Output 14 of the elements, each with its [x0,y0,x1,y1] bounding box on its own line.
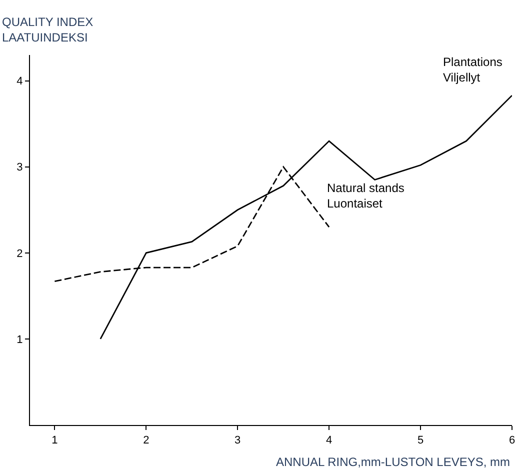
y-tick-label: 4 [16,76,23,88]
series-label: Natural stands Luontaiset [327,181,404,211]
x-tick-label: 4 [326,434,332,446]
x-axis-title: ANNUAL RING,mm-LUSTON LEVEYS, mm [276,455,510,469]
y-tick-label: 3 [16,162,23,174]
y-tick-label: 1 [16,334,23,346]
x-tick-label: 1 [52,434,58,446]
x-tick-label: 3 [234,434,241,446]
y-axis-title: QUALITY INDEX LAATUINDEKSI [2,15,94,45]
x-tick-label: 2 [143,434,150,446]
x-tick-label: 5 [417,434,424,446]
x-tick-label: 6 [508,434,516,446]
y-tick-label: 2 [16,248,23,260]
series-label: Plantations Viljellyt [443,55,502,85]
